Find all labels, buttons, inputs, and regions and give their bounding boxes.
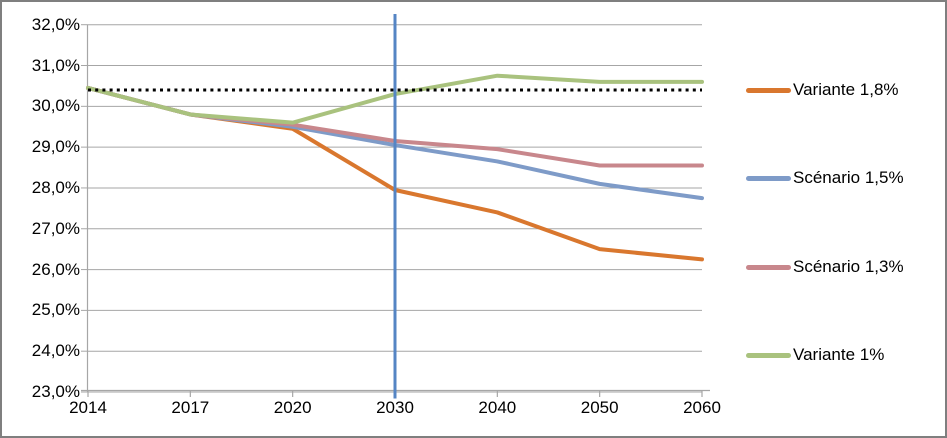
y-tick-label: 26,0% (31, 259, 80, 279)
legend-label: Scénario 1,5% (793, 168, 904, 187)
x-tick-label: 2060 (683, 398, 721, 417)
x-tick-label: 2030 (376, 398, 414, 417)
y-tick-label: 30,0% (31, 96, 80, 116)
legend-swatch-line (746, 175, 791, 181)
legend-label: Scénario 1,3% (793, 257, 904, 276)
legend-swatch-line (746, 264, 791, 270)
y-tick-label: 23,0% (31, 382, 80, 401)
y-tick-label: 27,0% (31, 218, 80, 238)
legend-label: Variante 1% (793, 345, 885, 364)
x-tick-label: 2017 (171, 398, 210, 417)
x-tick-label: 2014 (69, 398, 107, 417)
legend: Variante 1,8% Scénario 1,5% Scénario 1,3… (746, 2, 945, 436)
y-tick-label: 32,0% (31, 14, 80, 34)
legend-swatch-line (746, 352, 791, 358)
y-tick-label: 28,0% (31, 177, 80, 197)
legend-item-variante-1-8: Variante 1,8% (746, 79, 899, 101)
y-tick-label: 25,0% (31, 300, 80, 320)
x-tick-label: 2050 (580, 398, 619, 417)
y-tick-label: 29,0% (31, 137, 80, 157)
legend-swatch-line (746, 87, 791, 93)
x-tick-label: 2040 (478, 398, 517, 417)
y-tick-label: 31,0% (31, 55, 80, 75)
legend-item-scenario-1-3: Scénario 1,3% (746, 256, 904, 278)
legend-item-scenario-1-5: Scénario 1,5% (746, 167, 904, 189)
legend-label: Variante 1,8% (793, 80, 899, 99)
legend-item-variante-1: Variante 1% (746, 344, 884, 366)
y-tick-label: 24,0% (31, 341, 80, 361)
x-tick-label: 2020 (273, 398, 312, 417)
